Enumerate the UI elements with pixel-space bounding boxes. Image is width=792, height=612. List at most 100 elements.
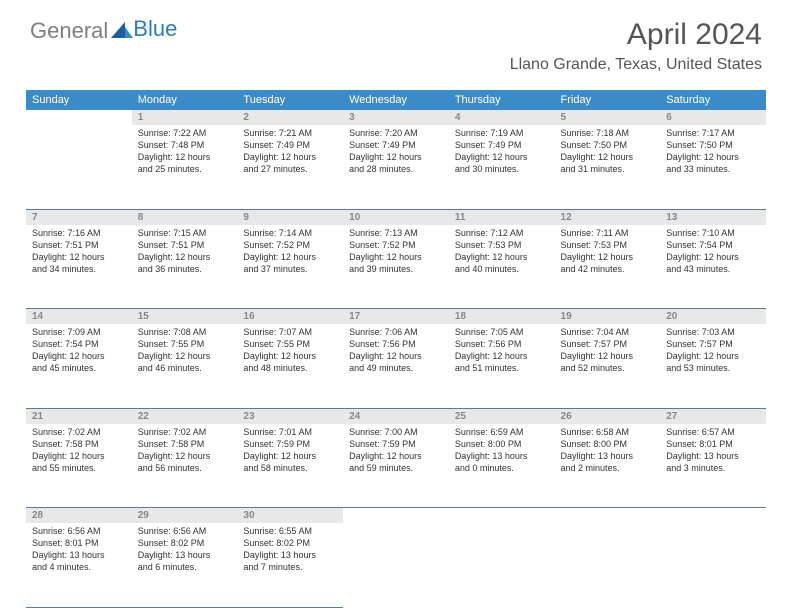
day-cell-content: Sunrise: 7:17 AMSunset: 7:50 PMDaylight:… (660, 125, 766, 180)
day-day2-line: and 58 minutes. (243, 462, 337, 474)
day-sunset-line: Sunset: 7:50 PM (561, 139, 655, 151)
day-number-cell: 14 (26, 309, 132, 325)
day-number-cell: 8 (132, 209, 238, 225)
day-cell: Sunrise: 7:02 AMSunset: 7:58 PMDaylight:… (132, 424, 238, 508)
day-number-cell: 3 (343, 110, 449, 125)
weekday-header: Friday (555, 90, 661, 110)
day-cell-content: Sunrise: 7:08 AMSunset: 7:55 PMDaylight:… (132, 324, 238, 379)
day-day2-line: and 27 minutes. (243, 163, 337, 175)
day-sunrise-line: Sunrise: 7:12 AM (455, 227, 549, 239)
day-day1-line: Daylight: 12 hours (666, 350, 760, 362)
day-day1-line: Daylight: 12 hours (666, 151, 760, 163)
week-content-row: Sunrise: 7:02 AMSunset: 7:58 PMDaylight:… (26, 424, 766, 508)
day-cell: Sunrise: 7:10 AMSunset: 7:54 PMDaylight:… (660, 225, 766, 309)
day-day1-line: Daylight: 12 hours (32, 350, 126, 362)
day-sunrise-line: Sunrise: 7:04 AM (561, 326, 655, 338)
month-title: April 2024 (510, 18, 762, 52)
day-day2-line: and 53 minutes. (666, 362, 760, 374)
day-sunset-line: Sunset: 8:00 PM (455, 438, 549, 450)
day-number-cell: 21 (26, 408, 132, 424)
day-number-cell: 11 (449, 209, 555, 225)
week-content-row: Sunrise: 7:09 AMSunset: 7:54 PMDaylight:… (26, 324, 766, 408)
day-sunrise-line: Sunrise: 7:00 AM (349, 426, 443, 438)
day-number-cell: 1 (132, 110, 238, 125)
day-cell: Sunrise: 7:13 AMSunset: 7:52 PMDaylight:… (343, 225, 449, 309)
day-sunset-line: Sunset: 7:52 PM (349, 239, 443, 251)
day-sunrise-line: Sunrise: 6:56 AM (138, 525, 232, 537)
day-cell (449, 523, 555, 607)
day-cell: Sunrise: 7:09 AMSunset: 7:54 PMDaylight:… (26, 324, 132, 408)
week-content-row: Sunrise: 7:16 AMSunset: 7:51 PMDaylight:… (26, 225, 766, 309)
day-cell: Sunrise: 7:12 AMSunset: 7:53 PMDaylight:… (449, 225, 555, 309)
calendar-table: SundayMondayTuesdayWednesdayThursdayFrid… (26, 90, 766, 608)
day-sunrise-line: Sunrise: 6:58 AM (561, 426, 655, 438)
day-number-cell: 12 (555, 209, 661, 225)
day-sunrise-line: Sunrise: 7:03 AM (666, 326, 760, 338)
day-cell-content: Sunrise: 7:02 AMSunset: 7:58 PMDaylight:… (26, 424, 132, 479)
day-sunset-line: Sunset: 8:01 PM (666, 438, 760, 450)
day-cell (26, 125, 132, 209)
day-cell: Sunrise: 7:03 AMSunset: 7:57 PMDaylight:… (660, 324, 766, 408)
day-cell: Sunrise: 6:59 AMSunset: 8:00 PMDaylight:… (449, 424, 555, 508)
day-day2-line: and 39 minutes. (349, 263, 443, 275)
day-cell: Sunrise: 7:05 AMSunset: 7:56 PMDaylight:… (449, 324, 555, 408)
day-cell-content: Sunrise: 6:56 AMSunset: 8:02 PMDaylight:… (132, 523, 238, 578)
day-number-cell: 24 (343, 408, 449, 424)
day-sunset-line: Sunset: 8:02 PM (138, 537, 232, 549)
day-cell: Sunrise: 7:17 AMSunset: 7:50 PMDaylight:… (660, 125, 766, 209)
day-cell-content: Sunrise: 7:22 AMSunset: 7:48 PMDaylight:… (132, 125, 238, 180)
day-day1-line: Daylight: 12 hours (243, 251, 337, 263)
day-day1-line: Daylight: 12 hours (138, 450, 232, 462)
day-sunrise-line: Sunrise: 7:11 AM (561, 227, 655, 239)
day-number-cell: 20 (660, 309, 766, 325)
day-day2-line: and 36 minutes. (138, 263, 232, 275)
day-number-cell: 30 (237, 508, 343, 524)
day-day2-line: and 4 minutes. (32, 561, 126, 573)
day-number-cell (26, 110, 132, 125)
day-day2-line: and 31 minutes. (561, 163, 655, 175)
day-number-row: 78910111213 (26, 209, 766, 225)
day-day2-line: and 52 minutes. (561, 362, 655, 374)
day-day1-line: Daylight: 12 hours (349, 350, 443, 362)
day-day2-line: and 43 minutes. (666, 263, 760, 275)
day-cell-content: Sunrise: 6:58 AMSunset: 8:00 PMDaylight:… (555, 424, 661, 479)
day-cell-content: Sunrise: 7:18 AMSunset: 7:50 PMDaylight:… (555, 125, 661, 180)
day-number-cell: 29 (132, 508, 238, 524)
day-cell: Sunrise: 6:57 AMSunset: 8:01 PMDaylight:… (660, 424, 766, 508)
day-sunset-line: Sunset: 7:55 PM (138, 338, 232, 350)
day-cell-content: Sunrise: 7:19 AMSunset: 7:49 PMDaylight:… (449, 125, 555, 180)
day-day1-line: Daylight: 12 hours (666, 251, 760, 263)
day-day1-line: Daylight: 13 hours (32, 549, 126, 561)
day-cell: Sunrise: 6:58 AMSunset: 8:00 PMDaylight:… (555, 424, 661, 508)
week-content-row: Sunrise: 7:22 AMSunset: 7:48 PMDaylight:… (26, 125, 766, 209)
day-sunrise-line: Sunrise: 7:18 AM (561, 127, 655, 139)
day-sunset-line: Sunset: 7:56 PM (455, 338, 549, 350)
day-cell-content: Sunrise: 7:09 AMSunset: 7:54 PMDaylight:… (26, 324, 132, 379)
day-cell-content: Sunrise: 7:02 AMSunset: 7:58 PMDaylight:… (132, 424, 238, 479)
day-cell-content: Sunrise: 6:55 AMSunset: 8:02 PMDaylight:… (237, 523, 343, 578)
day-day1-line: Daylight: 12 hours (32, 251, 126, 263)
day-day1-line: Daylight: 12 hours (138, 151, 232, 163)
day-sunrise-line: Sunrise: 7:14 AM (243, 227, 337, 239)
day-sunset-line: Sunset: 7:48 PM (138, 139, 232, 151)
day-sunrise-line: Sunrise: 7:08 AM (138, 326, 232, 338)
day-number-row: 123456 (26, 110, 766, 125)
day-day2-line: and 33 minutes. (666, 163, 760, 175)
day-sunset-line: Sunset: 7:59 PM (349, 438, 443, 450)
day-sunrise-line: Sunrise: 7:10 AM (666, 227, 760, 239)
logo: General Blue (30, 18, 177, 44)
day-sunrise-line: Sunrise: 7:16 AM (32, 227, 126, 239)
day-day2-line: and 56 minutes. (138, 462, 232, 474)
day-number-cell: 7 (26, 209, 132, 225)
day-day1-line: Daylight: 12 hours (243, 151, 337, 163)
day-cell: Sunrise: 7:15 AMSunset: 7:51 PMDaylight:… (132, 225, 238, 309)
day-cell: Sunrise: 7:11 AMSunset: 7:53 PMDaylight:… (555, 225, 661, 309)
day-cell-content: Sunrise: 7:05 AMSunset: 7:56 PMDaylight:… (449, 324, 555, 379)
day-day2-line: and 6 minutes. (138, 561, 232, 573)
day-day1-line: Daylight: 13 hours (138, 549, 232, 561)
day-number-cell (449, 508, 555, 524)
day-number-cell: 9 (237, 209, 343, 225)
day-number-cell: 23 (237, 408, 343, 424)
day-cell: Sunrise: 7:04 AMSunset: 7:57 PMDaylight:… (555, 324, 661, 408)
day-day2-line: and 3 minutes. (666, 462, 760, 474)
